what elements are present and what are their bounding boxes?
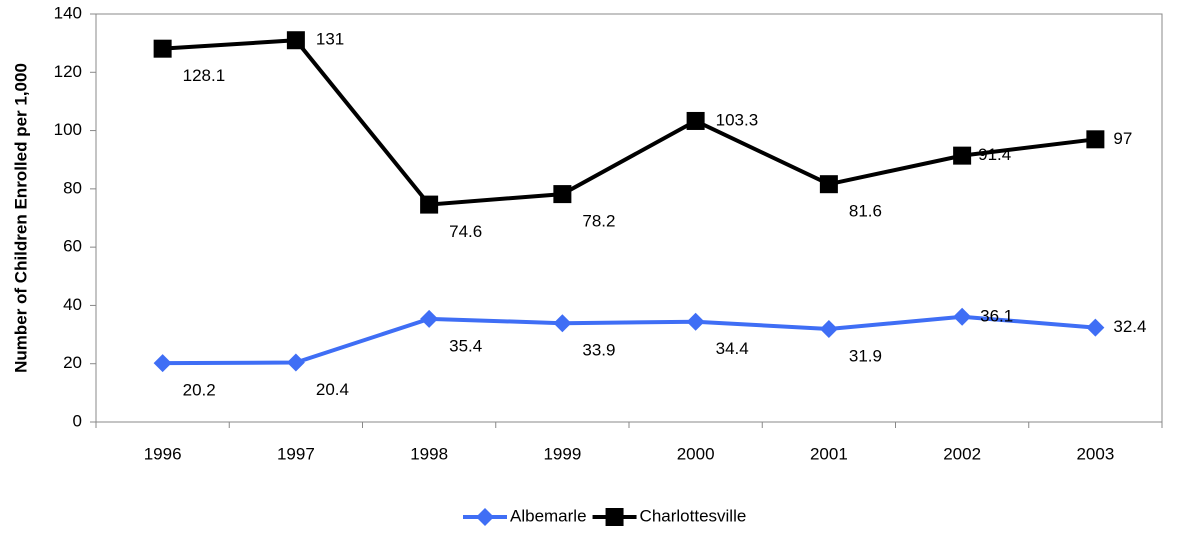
- data-label: 131: [316, 30, 344, 49]
- data-label: 20.4: [316, 380, 349, 399]
- series-line: [162, 314, 1096, 366]
- data-label: 20.2: [183, 381, 216, 400]
- y-tick-label: 100: [54, 120, 82, 139]
- data-label: 35.4: [449, 336, 482, 355]
- x-tick-label: 2000: [677, 444, 715, 463]
- data-label: 36.1: [980, 306, 1013, 325]
- data-point: [1086, 318, 1105, 337]
- data-point: [553, 185, 572, 204]
- x-tick-label: 2002: [943, 444, 981, 463]
- data-point: [286, 31, 305, 50]
- y-axis-title: Number of Children Enrolled per 1,000: [11, 63, 30, 373]
- legend-label: Albemarle: [510, 506, 587, 525]
- x-tick-label: 1998: [410, 444, 448, 463]
- y-tick-label: 40: [63, 295, 82, 314]
- y-tick-label: 60: [63, 237, 82, 256]
- data-point: [819, 175, 838, 194]
- data-label: 31.9: [849, 347, 882, 366]
- data-point: [420, 195, 439, 214]
- data-label: 81.6: [849, 202, 882, 221]
- data-point: [686, 111, 705, 130]
- x-tick-label: 1996: [144, 444, 182, 463]
- data-label: 33.9: [582, 341, 615, 360]
- x-tick-label: 2001: [810, 444, 848, 463]
- data-label: 128.1: [183, 66, 226, 85]
- y-tick-label: 80: [63, 178, 82, 197]
- data-point: [686, 312, 705, 331]
- data-point: [153, 354, 172, 373]
- x-tick-label: 1999: [543, 444, 581, 463]
- data-label: 74.6: [449, 222, 482, 241]
- data-label: 78.2: [582, 212, 615, 231]
- legend-marker: [476, 508, 494, 526]
- data-point: [1086, 130, 1105, 149]
- y-tick-label: 0: [73, 411, 82, 430]
- x-tick-label: 2003: [1076, 444, 1114, 463]
- data-point: [953, 146, 972, 165]
- data-point: [286, 353, 305, 372]
- x-tick-label: 1997: [277, 444, 315, 463]
- data-label: 103.3: [716, 110, 759, 129]
- data-point: [153, 39, 172, 58]
- y-tick-label: 120: [54, 62, 82, 81]
- y-tick-label: 140: [54, 3, 82, 22]
- data-label: 32.4: [1113, 317, 1146, 336]
- series-line: [162, 38, 1096, 207]
- data-point: [819, 320, 838, 339]
- data-label: 34.4: [716, 339, 749, 358]
- legend-marker: [605, 508, 624, 526]
- data-label: 97: [1113, 129, 1132, 148]
- data-point: [553, 314, 572, 333]
- y-tick-label: 20: [63, 353, 82, 372]
- legend-label: Charlottesville: [640, 506, 747, 525]
- data-label: 91.4: [978, 145, 1011, 164]
- data-point: [953, 307, 972, 326]
- data-point: [420, 309, 439, 328]
